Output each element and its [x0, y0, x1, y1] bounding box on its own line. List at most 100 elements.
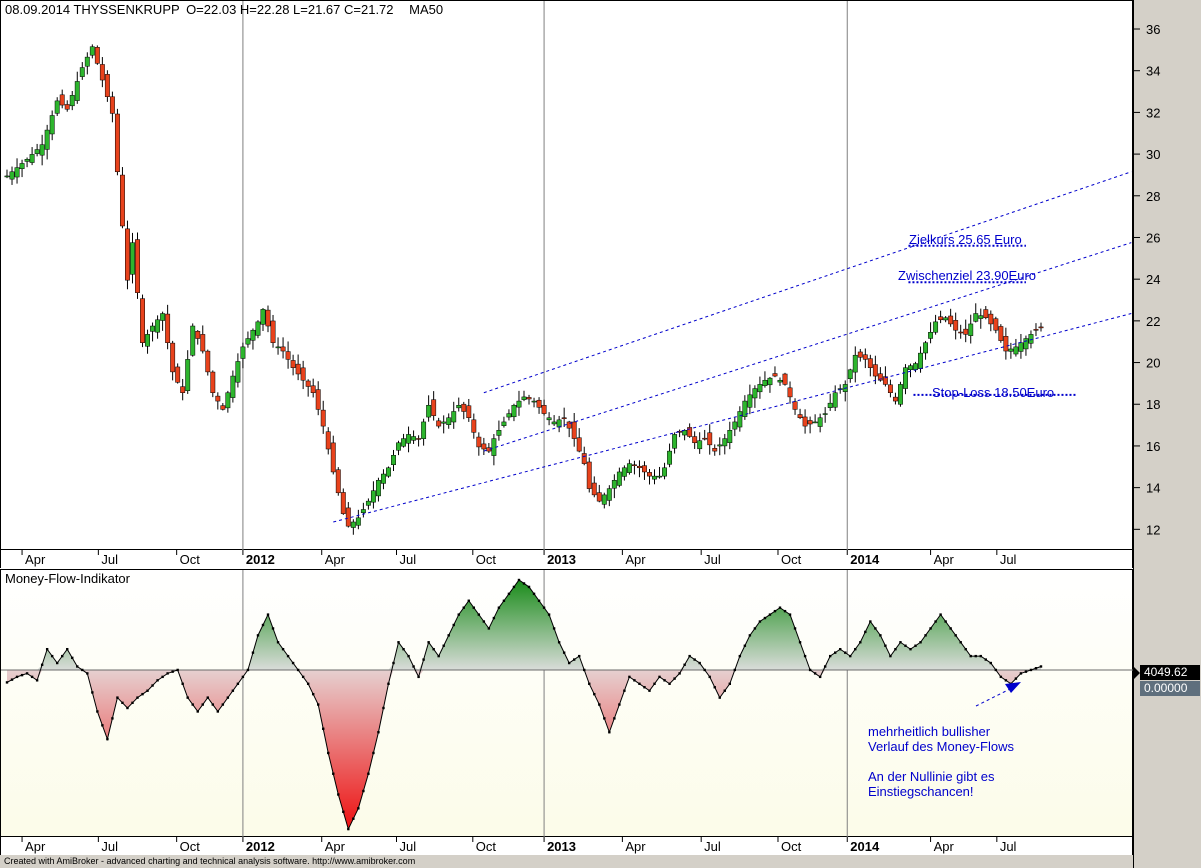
mfi-point: [909, 647, 912, 651]
candle-body: [717, 444, 723, 447]
header-date: 08.09.2014: [5, 2, 71, 17]
candle-body: [797, 414, 803, 419]
mfi-point: [803, 654, 807, 658]
mfi-point: [126, 706, 129, 710]
candle-body: [682, 430, 688, 436]
mfi-point: [437, 654, 440, 658]
mfi-point: [663, 679, 666, 682]
candle-body: [601, 494, 607, 505]
candle-body: [596, 492, 602, 502]
candle-body: [180, 386, 186, 393]
mfi-point: [753, 627, 757, 630]
candle-body: [1033, 329, 1039, 331]
mfi-point: [377, 731, 380, 734]
mfi-point: [1019, 672, 1023, 675]
mfi-point: [537, 599, 541, 602]
candle-body: [165, 313, 171, 343]
footer-credit: Created with AmiBroker - advanced charti…: [0, 855, 1133, 868]
candle-body: [34, 149, 40, 154]
mfi-point: [317, 703, 320, 706]
mfi-point: [552, 627, 556, 630]
price-chart-pane[interactable]: 08.09.2014 THYSSENKRUPP O=22.03 H=22.28 …: [0, 0, 1133, 551]
mfi-point: [30, 675, 34, 679]
mfi-point: [517, 578, 521, 582]
mfi-point: [994, 668, 998, 672]
comment-line-4: Einstiegschancen!: [868, 784, 974, 799]
mfi-point: [823, 665, 827, 668]
candle-body: [923, 342, 929, 354]
candle-body: [456, 404, 462, 409]
candle-body: [616, 471, 622, 486]
mfi-point: [211, 703, 214, 706]
y-tick-label: 24: [1146, 272, 1160, 287]
mfi-point: [156, 679, 159, 682]
mfi-point: [131, 701, 134, 705]
candle-body: [391, 455, 396, 466]
candle-body: [155, 319, 161, 333]
mfi-point: [241, 675, 245, 679]
candle-body: [817, 417, 823, 427]
candle-body: [310, 385, 316, 393]
candle-body: [325, 431, 331, 450]
mfi-point: [874, 627, 877, 630]
candle-body: [877, 373, 883, 381]
mfi-point: [206, 696, 209, 699]
x-tick-label: Jul: [101, 552, 118, 567]
mfi-positive-area: [7, 580, 1041, 670]
candle-body: [521, 396, 527, 400]
mfi-point: [532, 592, 536, 596]
mfi-point: [964, 647, 967, 651]
candle-body: [365, 500, 371, 506]
mfi-point: [121, 701, 124, 705]
candle-body: [792, 401, 798, 410]
candle-body: [125, 228, 130, 281]
mfi-point: [181, 682, 184, 685]
comment-line-3: An der Nullinie gibt es: [868, 769, 995, 784]
mfi-point: [653, 682, 656, 685]
y-tick-label: 32: [1146, 105, 1160, 120]
candle-body: [275, 346, 281, 349]
candle-body: [315, 389, 321, 410]
mfi-point: [748, 634, 752, 637]
x-tick-label: 2013: [547, 839, 576, 854]
candle-body: [948, 315, 954, 325]
mfi-point: [834, 651, 837, 654]
candle-body: [170, 342, 176, 373]
candle-body: [476, 436, 482, 448]
candle-body: [526, 397, 532, 400]
y-tick-label: 14: [1146, 481, 1160, 496]
mfi-point: [743, 644, 747, 647]
mfi-point: [101, 724, 104, 727]
mfi-point: [708, 675, 711, 679]
candle-body: [39, 144, 45, 156]
mfi-point: [703, 668, 706, 672]
mfi-chart-pane[interactable]: Money-Flow-Indikator mehrheitlich bullis…: [0, 569, 1134, 838]
candle-body: [832, 392, 838, 408]
candle-body: [381, 473, 386, 484]
y-tick-label: 20: [1146, 356, 1160, 371]
candle-body: [355, 517, 361, 526]
y-tick-label: 34: [1146, 64, 1160, 79]
mfi-point: [989, 661, 993, 665]
candle-body: [918, 352, 923, 369]
mfi-point: [20, 673, 24, 677]
candle-body: [1023, 338, 1029, 350]
mfi-point: [367, 772, 370, 775]
x-tick-label: 2012: [246, 552, 275, 567]
candle-body: [882, 376, 888, 385]
mfi-point: [904, 644, 907, 647]
mfi-point: [25, 672, 29, 675]
mfi-point: [984, 658, 987, 661]
candle-body: [636, 465, 642, 469]
mfi-point: [296, 668, 300, 672]
candle-body: [802, 416, 808, 427]
header-indicator: MA50: [409, 2, 444, 17]
mfi-point: [934, 620, 937, 623]
candle-body: [862, 354, 868, 360]
mfi-point: [76, 665, 79, 668]
candle-body: [24, 159, 30, 162]
candle-body: [200, 334, 206, 352]
x-tick-label: Oct: [476, 552, 497, 567]
y-tick-label: 12: [1146, 522, 1160, 537]
mfi-point: [628, 675, 631, 679]
